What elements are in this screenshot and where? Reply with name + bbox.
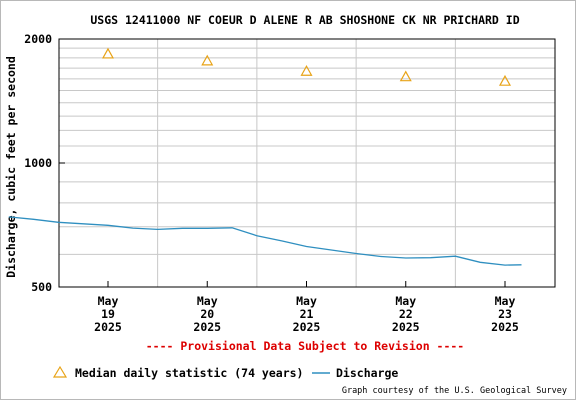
discharge-line <box>8 216 522 266</box>
x-tick-label-day: 21 <box>300 307 314 321</box>
median-triangle-marker <box>300 65 313 76</box>
legend-median-triangle-icon <box>52 365 68 378</box>
provisional-notice: ---- Provisional Data Subject to Revisio… <box>146 339 465 353</box>
median-triangle-marker <box>399 70 412 82</box>
y-tick-label: 1000 <box>24 156 52 170</box>
x-tick-label-year: 2025 <box>392 320 420 334</box>
grid <box>59 38 555 287</box>
x-tick-label-day: 20 <box>200 307 214 321</box>
x-tick-label-month: May <box>395 294 416 308</box>
y-tick-label: 2000 <box>24 32 52 46</box>
median-triangle-marker <box>101 47 115 59</box>
legend-median-label: Median daily statistic (74 years) <box>75 366 303 380</box>
x-tick-label-month: May <box>495 294 516 308</box>
chart-title: USGS 12411000 NF COEUR D ALENE R AB SHOS… <box>90 13 519 27</box>
legend: Median daily statistic (74 years) Discha… <box>52 365 398 380</box>
x-tick-label-year: 2025 <box>193 320 221 334</box>
x-tick-label-day: 23 <box>498 307 512 321</box>
legend-discharge-label: Discharge <box>336 366 398 380</box>
x-tick-label-month: May <box>98 294 119 308</box>
median-triangle-marker <box>498 74 512 86</box>
x-tick-label-year: 2025 <box>293 320 321 334</box>
y-axis-label: Discharge, cubic feet per second <box>4 56 18 278</box>
x-axis-ticks: May192025May202025May212025May222025May2… <box>94 281 519 334</box>
y-axis-ticks: 500 1000 2000 <box>24 32 65 294</box>
x-tick-label-month: May <box>197 294 218 308</box>
x-tick-label-month: May <box>296 294 317 308</box>
x-tick-label-day: 19 <box>101 307 115 321</box>
y-tick-label: 500 <box>31 280 52 294</box>
credit-text: Graph courtesy of the U.S. Geological Su… <box>342 386 567 396</box>
x-tick-label-day: 22 <box>399 307 413 321</box>
series <box>8 47 522 266</box>
x-tick-label-year: 2025 <box>491 320 519 334</box>
median-triangle-marker <box>201 54 214 66</box>
x-tick-label-year: 2025 <box>94 320 122 334</box>
